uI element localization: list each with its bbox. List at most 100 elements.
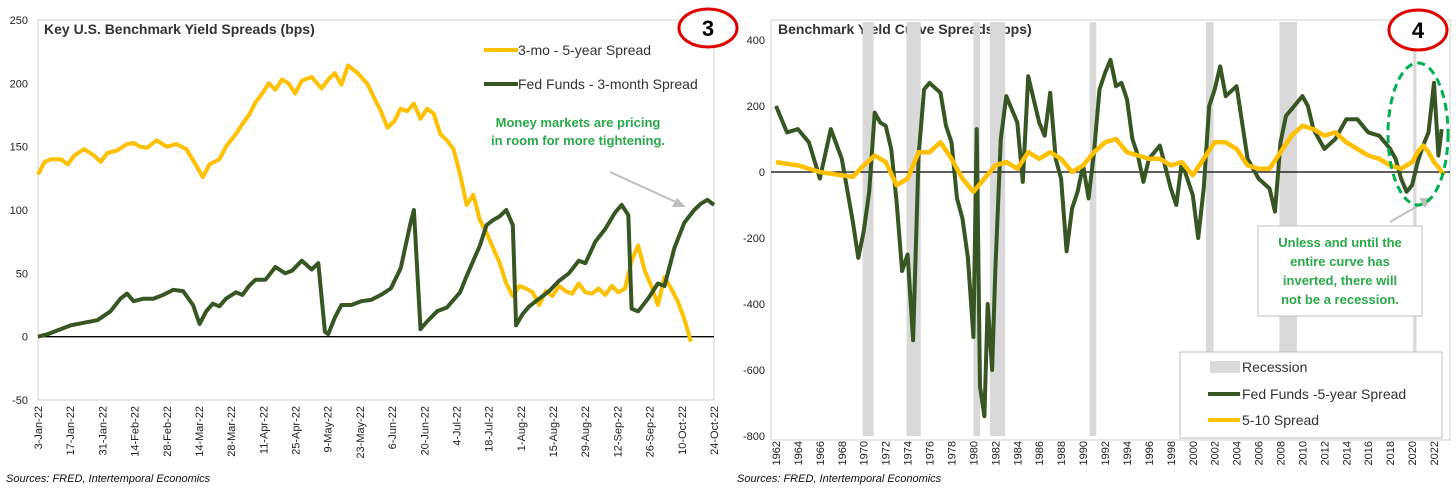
right-x-tick-label: 1998 xyxy=(1166,441,1178,465)
left-x-tick-label: 24-Oct-22 xyxy=(709,406,721,455)
right-legend: Recession Fed Funds -5-year Spread 5-10 … xyxy=(1179,351,1443,439)
right-x-tick-label: 2010 xyxy=(1297,441,1309,465)
right-x-tick-label: 1962 xyxy=(771,441,783,465)
right-badge: 4 xyxy=(1387,8,1449,52)
right-x-tick-label: 1966 xyxy=(815,441,827,465)
right-x-tick-label: 2004 xyxy=(1232,441,1244,465)
right-chart-title: Benchmark Yield Curve Spreads (bps) xyxy=(778,21,1032,37)
left-x-tick-label: 10-Oct-22 xyxy=(677,406,689,455)
right-y-tick-label: 400 xyxy=(747,35,765,47)
left-chart-title: Key U.S. Benchmark Yield Spreads (bps) xyxy=(44,21,315,37)
left-source: Sources: FRED, Intertemporal Economics xyxy=(6,473,211,485)
right-x-tick-label: 1994 xyxy=(1122,441,1134,465)
right-x-tick-label: 1990 xyxy=(1078,441,1090,465)
right-x-tick-label: 1980 xyxy=(968,441,980,465)
left-legend: 3-mo - 5-year Spread Fed Funds - 3-month… xyxy=(484,42,698,92)
left-x-tick-label: 17-Jan-22 xyxy=(65,406,77,456)
left-badge-number: 3 xyxy=(702,16,714,41)
series-line-3mo-5y xyxy=(36,63,693,343)
right-x-tick-label: 1986 xyxy=(1034,441,1046,465)
left-y-tick-label: 50 xyxy=(16,268,28,280)
right-y-tick-label: 0 xyxy=(759,167,765,179)
left-x-tick-label: 4-Jul-22 xyxy=(451,406,463,446)
recession-band xyxy=(862,22,874,436)
left-y-tick-label: 100 xyxy=(10,205,28,217)
right-y-ticks: 400 200 0 -200 -400 -600 -800 xyxy=(743,35,765,443)
highlight-ellipse xyxy=(1386,61,1450,207)
right-x-tick-label: 2014 xyxy=(1341,441,1353,465)
right-annotation: Unless and until the entire curve has in… xyxy=(1257,225,1423,317)
right-annotation-line-2: entire curve has xyxy=(1290,254,1390,269)
left-annotation-line-2: in room for more tightening. xyxy=(491,133,665,148)
right-x-tick-label: 1978 xyxy=(946,441,958,465)
right-x-tick-label: 1982 xyxy=(990,441,1002,465)
legend-label-ff5y: Fed Funds -5-year Spread xyxy=(1242,386,1406,402)
left-annotation-arrow xyxy=(609,171,686,207)
left-x-tick-label: 23-May-22 xyxy=(355,406,367,459)
right-x-tick-label: 1988 xyxy=(1056,441,1068,465)
right-x-tick-label: 2000 xyxy=(1188,441,1200,465)
right-x-ticks: 1962 1964 1966 1968 1970 1972 1974 1976 1978 1980… xyxy=(771,441,1441,465)
left-x-tick-label: 14-Mar-22 xyxy=(194,406,206,457)
right-x-tick-label: 1972 xyxy=(881,441,893,465)
right-annotation-line-3: inverted, there will xyxy=(1283,273,1397,288)
right-source: Sources: FRED, Intertemporal Economics xyxy=(737,473,942,485)
left-x-tick-label: 1-Aug-22 xyxy=(516,406,528,451)
left-x-tick-label: 29-Aug-22 xyxy=(580,406,592,457)
legend-swatch-recession xyxy=(1210,361,1240,373)
right-x-tick-label: 2020 xyxy=(1407,441,1419,465)
legend-label-510: 5-10 Spread xyxy=(1242,412,1319,428)
recession-band xyxy=(906,22,921,436)
left-chart: Key U.S. Benchmark Yield Spreads (bps) 2… xyxy=(6,7,739,485)
left-x-tick-label: 25-Apr-22 xyxy=(291,406,303,455)
right-x-tick-label: 1968 xyxy=(837,441,849,465)
left-x-tick-label: 31-Jan-22 xyxy=(97,406,109,456)
right-x-tick-label: 2006 xyxy=(1254,441,1266,465)
left-x-ticks: 3-Jan-22 17-Jan-22 31-Jan-22 14-Feb-22 28-Fe… xyxy=(33,406,721,459)
right-x-tick-label: 1976 xyxy=(925,441,937,465)
left-y-tick-label: 200 xyxy=(10,78,28,90)
right-y-tick-label: 200 xyxy=(747,101,765,113)
left-x-tick-label: 6-Jun-22 xyxy=(387,406,399,449)
right-x-tick-label: 1970 xyxy=(859,441,871,465)
left-x-tick-label: 15-Aug-22 xyxy=(548,406,560,457)
left-x-tick-label: 9-May-22 xyxy=(323,406,335,452)
right-x-tick-label: 1996 xyxy=(1144,441,1156,465)
left-x-tick-label: 14-Feb-22 xyxy=(130,406,142,457)
left-x-tick-label: 18-Jul-22 xyxy=(484,406,496,452)
left-x-tick-label: 12-Sep-22 xyxy=(612,406,624,457)
series-line-5-10 xyxy=(775,123,1446,195)
right-x-tick-label: 2016 xyxy=(1363,441,1375,465)
left-badge: 3 xyxy=(677,7,739,49)
legend-label-ff-3m: Fed Funds - 3-month Spread xyxy=(518,76,698,92)
right-annotation-box xyxy=(1257,225,1423,317)
right-x-tick-label: 1992 xyxy=(1100,441,1112,465)
left-annotation-line-1: Money markets are pricing xyxy=(496,115,661,130)
right-x-tick-label: 2018 xyxy=(1385,441,1397,465)
right-x-tick-label: 1974 xyxy=(903,441,915,465)
legend-label-recession: Recession xyxy=(1242,359,1307,375)
right-annotation-line-4: not be a recession. xyxy=(1281,292,1399,307)
left-series xyxy=(36,63,716,343)
left-x-tick-label: 28-Feb-22 xyxy=(162,406,174,457)
right-x-tick-label: 1984 xyxy=(1012,441,1024,465)
right-y-tick-label: -400 xyxy=(743,299,765,311)
left-y-tick-label: 0 xyxy=(22,332,28,344)
right-y-tick-label: -600 xyxy=(743,365,765,377)
right-x-tick-label: 2008 xyxy=(1275,441,1287,465)
legend-label-3mo-5y: 3-mo - 5-year Spread xyxy=(518,42,651,58)
right-y-tick-label: -800 xyxy=(743,431,765,443)
left-y-tick-label: -50 xyxy=(12,395,28,407)
left-x-tick-label: 26-Sep-22 xyxy=(645,406,657,457)
left-x-tick-label: 3-Jan-22 xyxy=(33,406,45,449)
right-x-tick-label: 1964 xyxy=(793,441,805,465)
right-series xyxy=(774,57,1446,419)
right-chart: Benchmark Yield Curve Spreads (bps) 400 2… xyxy=(737,8,1451,485)
right-y-tick-label: -200 xyxy=(743,233,765,245)
recession-band xyxy=(1089,22,1097,436)
left-y-ticks: 250 200 150 100 50 0 -50 xyxy=(10,15,28,407)
right-x-tick-label: 2012 xyxy=(1319,441,1331,465)
left-x-tick-label: 20-Jun-22 xyxy=(419,406,431,456)
right-annotation-line-1: Unless and until the xyxy=(1278,235,1402,250)
